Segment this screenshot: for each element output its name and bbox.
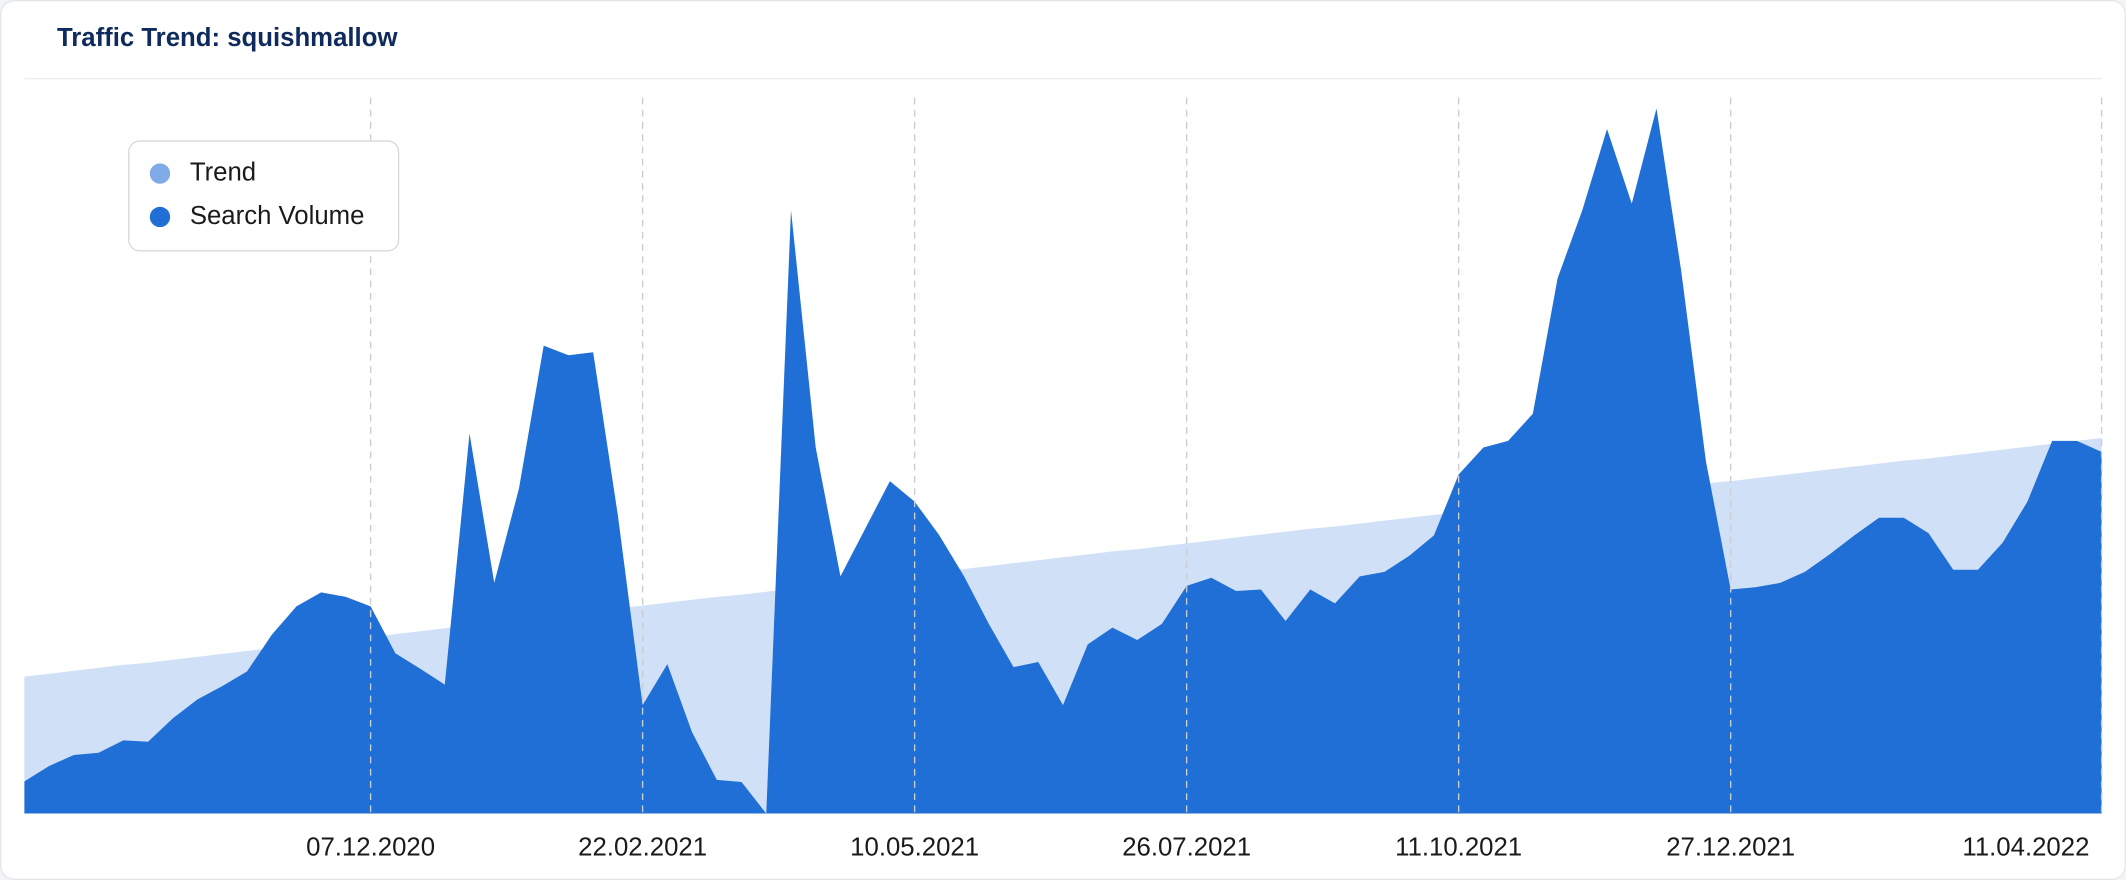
legend-marker [149,206,171,228]
x-tick-label: 27.12.2021 [1666,834,1795,862]
legend-label: Trend [190,158,256,186]
x-tick-label: 07.12.2020 [306,834,435,862]
x-tick-label: 22.02.2021 [578,834,707,862]
legend: Trend Search Volume [128,140,400,252]
area-series [24,108,2102,814]
chart-title: Traffic Trend: squishmallow [57,24,399,52]
legend-label: Search Volume [190,202,365,230]
x-tick-label: 10.05.2021 [850,834,979,862]
legend-box [128,140,400,252]
x-tick-label: 11.10.2021 [1395,834,1522,862]
plot: 07.12.2020 22.02.2021 10.05.2021 26.07.2021… [24,97,2103,862]
x-tick-label: 11.04.2022 [1962,834,2089,862]
legend-marker [149,163,171,184]
x-tick-label: 26.07.2021 [1122,834,1251,862]
